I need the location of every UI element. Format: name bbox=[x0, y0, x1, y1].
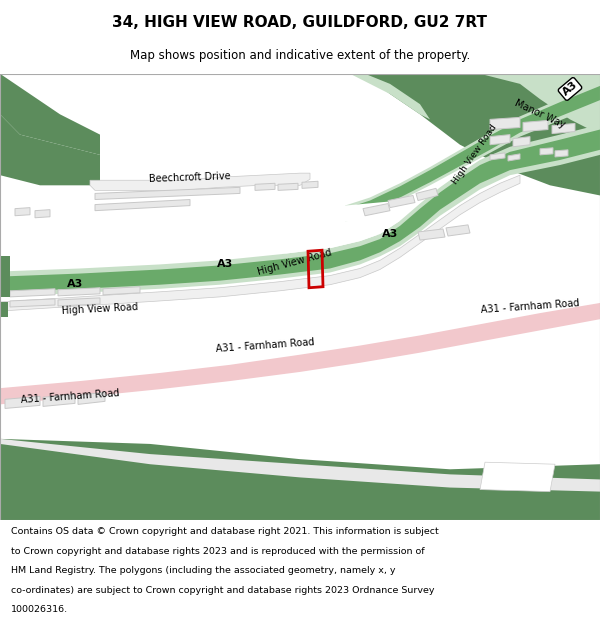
Polygon shape bbox=[0, 256, 10, 297]
Polygon shape bbox=[490, 118, 520, 129]
Polygon shape bbox=[345, 82, 600, 222]
Polygon shape bbox=[255, 183, 275, 191]
Text: A3: A3 bbox=[217, 259, 233, 269]
Polygon shape bbox=[58, 288, 100, 296]
Polygon shape bbox=[0, 303, 600, 404]
Polygon shape bbox=[280, 201, 400, 254]
Text: A3: A3 bbox=[382, 229, 398, 239]
Polygon shape bbox=[345, 86, 600, 219]
Text: High View Road: High View Road bbox=[62, 302, 139, 316]
Polygon shape bbox=[0, 129, 600, 292]
Polygon shape bbox=[552, 124, 575, 134]
Text: Contains OS data © Crown copyright and database right 2021. This information is : Contains OS data © Crown copyright and d… bbox=[11, 528, 439, 536]
Text: High View Road: High View Road bbox=[257, 248, 333, 277]
Polygon shape bbox=[10, 289, 55, 297]
Text: A31 - Farnham Road: A31 - Farnham Road bbox=[215, 337, 314, 354]
Text: A3: A3 bbox=[67, 279, 83, 289]
Polygon shape bbox=[350, 74, 600, 196]
Polygon shape bbox=[513, 137, 530, 147]
Polygon shape bbox=[58, 298, 100, 306]
Text: co-ordinates) are subject to Crown copyright and database rights 2023 Ordnance S: co-ordinates) are subject to Crown copyr… bbox=[11, 586, 434, 594]
Text: 34, HIGH VIEW ROAD, GUILDFORD, GU2 7RT: 34, HIGH VIEW ROAD, GUILDFORD, GU2 7RT bbox=[113, 14, 487, 29]
Polygon shape bbox=[5, 396, 40, 409]
Polygon shape bbox=[508, 154, 520, 161]
Polygon shape bbox=[302, 181, 318, 188]
Polygon shape bbox=[10, 299, 55, 307]
Text: Manor Way: Manor Way bbox=[513, 98, 567, 131]
Polygon shape bbox=[490, 153, 505, 160]
Text: Map shows position and indicative extent of the property.: Map shows position and indicative extent… bbox=[130, 49, 470, 62]
Polygon shape bbox=[555, 150, 568, 157]
Polygon shape bbox=[480, 74, 600, 134]
Polygon shape bbox=[0, 175, 520, 311]
Polygon shape bbox=[278, 183, 298, 191]
Polygon shape bbox=[95, 188, 240, 199]
Polygon shape bbox=[446, 225, 470, 236]
Text: A3: A3 bbox=[560, 80, 580, 98]
Polygon shape bbox=[0, 74, 100, 155]
Polygon shape bbox=[490, 134, 510, 145]
Polygon shape bbox=[350, 74, 430, 119]
Polygon shape bbox=[15, 208, 30, 216]
Polygon shape bbox=[0, 439, 600, 520]
Polygon shape bbox=[103, 287, 140, 295]
Polygon shape bbox=[35, 209, 50, 217]
Polygon shape bbox=[43, 394, 75, 406]
Text: Beechcroft Drive: Beechcroft Drive bbox=[149, 171, 231, 184]
Polygon shape bbox=[388, 196, 415, 208]
Polygon shape bbox=[0, 124, 600, 297]
Polygon shape bbox=[90, 173, 310, 191]
Polygon shape bbox=[418, 229, 445, 240]
Text: HM Land Registry. The polygons (including the associated geometry, namely x, y: HM Land Registry. The polygons (includin… bbox=[11, 566, 395, 575]
Text: 100026316.: 100026316. bbox=[11, 605, 68, 614]
Polygon shape bbox=[480, 462, 555, 492]
Text: High View Road: High View Road bbox=[451, 123, 499, 186]
Polygon shape bbox=[540, 148, 553, 155]
Polygon shape bbox=[363, 204, 390, 216]
Polygon shape bbox=[523, 121, 548, 131]
Polygon shape bbox=[78, 392, 105, 404]
Polygon shape bbox=[0, 302, 8, 317]
Text: to Crown copyright and database rights 2023 and is reproduced with the permissio: to Crown copyright and database rights 2… bbox=[11, 547, 424, 556]
Text: A31 - Farnham Road: A31 - Farnham Road bbox=[481, 299, 580, 316]
Text: A31 - Farnham Road: A31 - Farnham Road bbox=[20, 388, 119, 405]
Polygon shape bbox=[0, 439, 600, 492]
Polygon shape bbox=[95, 199, 190, 211]
Polygon shape bbox=[0, 74, 100, 185]
Polygon shape bbox=[416, 188, 438, 201]
